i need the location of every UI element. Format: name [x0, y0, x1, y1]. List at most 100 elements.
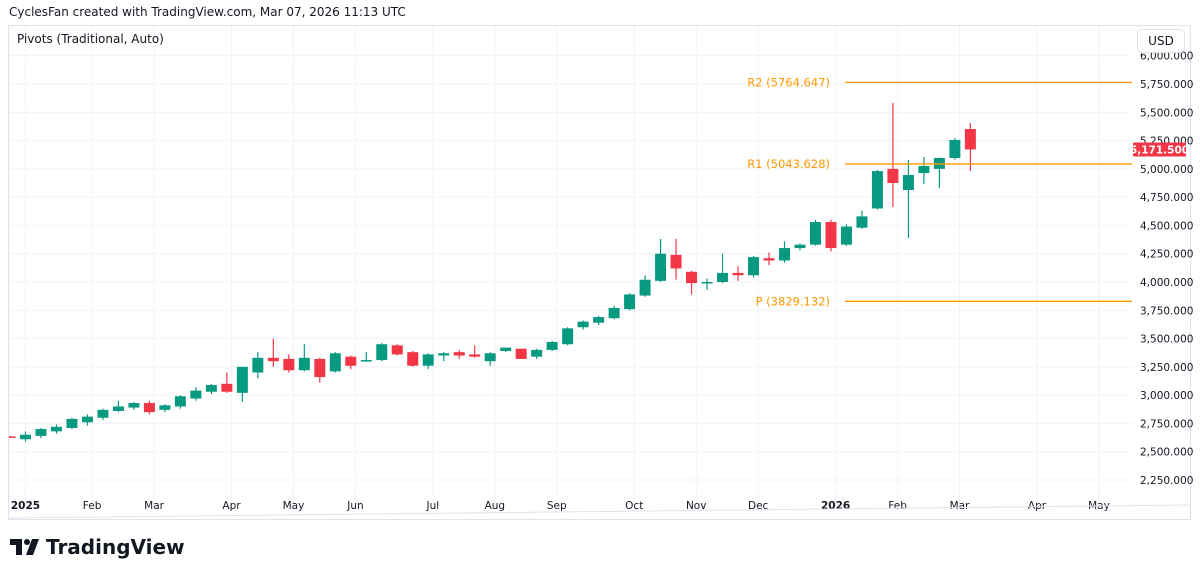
y-axis-tick: 2,250.000	[1140, 475, 1193, 487]
candle-up	[174, 396, 186, 407]
candle-up	[360, 360, 372, 362]
candle-up	[128, 403, 140, 408]
candle-up	[794, 244, 806, 249]
candle-down	[825, 222, 837, 249]
y-axis-tick: 3,000.000	[1140, 390, 1193, 402]
candle-up	[50, 426, 62, 432]
candle-up	[593, 317, 605, 323]
last-price-label: 5,171.500	[1130, 144, 1189, 156]
candle-up	[422, 354, 434, 366]
candle-up	[35, 429, 47, 436]
y-axis-tick: 4,750.000	[1140, 192, 1193, 204]
candle-down	[686, 271, 698, 284]
y-axis-tick: 3,500.000	[1140, 334, 1193, 346]
candle-down	[9, 436, 16, 438]
candle-up	[655, 253, 667, 281]
y-axis-tick: 4,500.000	[1140, 220, 1193, 232]
candle-down	[763, 258, 775, 261]
tradingview-logo: TradingView	[10, 535, 185, 559]
candle-up	[81, 416, 93, 423]
chart-attribution: CyclesFan created with TradingView.com, …	[9, 5, 406, 19]
candle-up	[809, 222, 821, 245]
candle-up	[112, 406, 124, 411]
candle-up	[438, 353, 450, 356]
candle-up	[624, 294, 636, 310]
last-price-badge	[1133, 142, 1186, 157]
candle-up	[484, 353, 496, 362]
currency-button[interactable]: USD	[1137, 29, 1185, 53]
time-axis-border	[8, 504, 1191, 519]
candle-up	[902, 174, 914, 191]
candle-up	[546, 341, 558, 350]
tradingview-logo-icon	[10, 539, 39, 555]
pivot-label: R1 (5043.628)	[747, 157, 830, 171]
y-axis-tick: 5,750.000	[1140, 79, 1193, 91]
candle-down	[143, 403, 155, 413]
y-axis-tick: 4,250.000	[1140, 249, 1193, 261]
candle-up	[748, 257, 760, 276]
candle-down	[732, 272, 744, 276]
x-axis-tick: Apr	[1028, 500, 1047, 512]
candle-up	[500, 347, 512, 352]
candle-down	[283, 358, 295, 371]
x-axis-tick: Apr	[222, 500, 241, 512]
candle-up	[608, 308, 620, 319]
x-axis-tick: Feb	[888, 500, 907, 512]
indicator-legend-pivots[interactable]: Pivots (Traditional, Auto)	[17, 32, 164, 46]
candle-down	[345, 356, 357, 366]
candle-up	[701, 281, 713, 284]
candle-up	[190, 390, 202, 399]
candle-up	[298, 357, 310, 371]
candle-up	[236, 366, 248, 393]
x-axis-tick: Oct	[625, 500, 643, 512]
candle-down	[964, 129, 976, 150]
y-axis-tick: 2,500.000	[1140, 447, 1193, 459]
candle-up	[205, 384, 217, 392]
candle-up	[97, 409, 109, 418]
candle-up	[252, 357, 264, 373]
candle-up	[376, 344, 388, 361]
candles	[9, 103, 976, 442]
candle-up	[577, 321, 589, 328]
candle-up	[840, 226, 852, 245]
candle-down	[670, 254, 682, 269]
candle-up	[779, 248, 790, 261]
x-axis-tick: Jun	[346, 500, 363, 512]
candle-up	[717, 272, 729, 282]
pivot-label: R2 (5764.647)	[747, 75, 830, 89]
x-axis-tick: Aug	[485, 500, 506, 512]
y-axis-tick: 4,000.000	[1140, 277, 1193, 289]
x-axis-tick: May	[283, 500, 305, 512]
candle-down	[314, 358, 326, 378]
y-axis-tick: 3,250.000	[1140, 362, 1193, 374]
candle-up	[329, 353, 341, 372]
candle-up	[66, 418, 78, 428]
candle-down	[267, 357, 279, 362]
y-axis-tick: 5,500.000	[1140, 107, 1193, 119]
y-axis-tick: 3,750.000	[1140, 305, 1193, 317]
pivot-label: P (3829.132)	[756, 294, 830, 308]
candle-up	[856, 216, 868, 228]
x-axis-tick: Sep	[547, 500, 567, 512]
y-axis-tick: 6,000.000	[1140, 51, 1193, 63]
candle-down	[407, 352, 419, 366]
tradingview-logo-text: TradingView	[46, 535, 185, 559]
candle-up	[949, 140, 961, 158]
candle-up	[918, 166, 930, 174]
candle-down	[391, 345, 403, 355]
chart-frame	[8, 25, 1191, 520]
x-axis-tick: 2025	[11, 500, 40, 512]
candle-up	[639, 279, 651, 296]
candle-down	[221, 383, 233, 392]
candle-up	[871, 171, 883, 209]
y-axis-tick: 5,000.000	[1140, 164, 1193, 176]
candle-up	[19, 434, 31, 440]
candle-down	[469, 354, 481, 357]
candle-down	[453, 352, 465, 356]
candle-down	[515, 348, 527, 359]
x-axis-tick: Feb	[83, 500, 102, 512]
candle-down	[887, 168, 899, 183]
x-axis-tick: Mar	[144, 500, 164, 512]
candle-up	[562, 328, 574, 345]
